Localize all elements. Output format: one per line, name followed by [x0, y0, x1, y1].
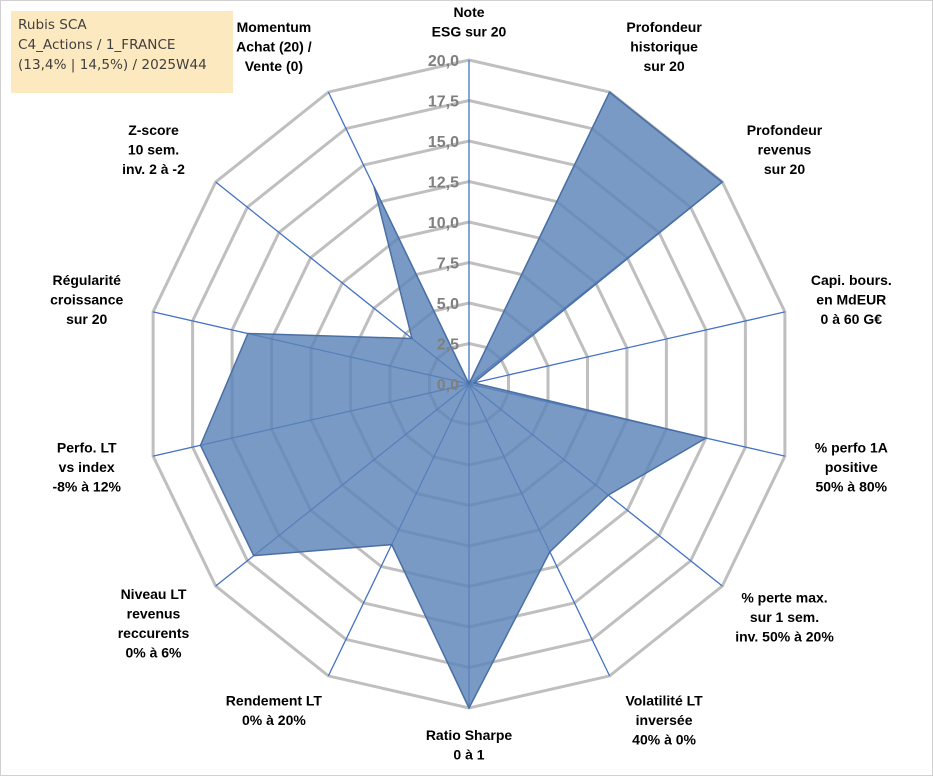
category-label-2: Profondeur revenus sur 20: [747, 122, 823, 177]
category-label-line: 50% à 80%: [815, 478, 887, 494]
data-point-4: [705, 437, 707, 439]
tick-label-6: 15,0: [428, 134, 459, 151]
category-label-1: Profondeur historique sur 20: [626, 19, 702, 74]
category-label-line: Momentum: [237, 19, 312, 35]
data-point-2: [721, 181, 724, 183]
category-label-6: Volatilité LT inversée 40% à 0%: [625, 693, 703, 748]
data-point-8: [390, 543, 393, 546]
category-label-line: positive: [825, 459, 878, 475]
data-point-5: [607, 494, 610, 496]
tick-label-layer: 0,0 2,5 5,0 7,5 10,0 12,5 15,0 17,5 20,0: [428, 53, 459, 394]
category-label-line: Niveau LT: [121, 586, 187, 602]
category-label-9: Niveau LT revenus reccurents 0% à 6%: [118, 586, 190, 661]
info-box: Rubis SCA C4_Actions / 1_FRANCE (13,4% |…: [11, 11, 233, 93]
tick-label-3: 7,5: [437, 256, 459, 273]
category-label-line: 0% à 6%: [125, 645, 182, 661]
spoke-3: [468, 311, 786, 385]
portfolio-path: C4_Actions / 1_FRANCE: [18, 37, 176, 53]
category-label-line: 0% à 20%: [242, 712, 306, 728]
category-label-line: croissance: [50, 292, 123, 308]
data-point-11: [247, 332, 249, 335]
tick-label-0: 0,0: [437, 377, 459, 394]
category-label-line: revenus: [127, 606, 181, 622]
data-point-12: [411, 337, 413, 340]
performance-week: (13,4% | 14,5%) / 2025W44: [18, 57, 207, 73]
tick-label-5: 12,5: [428, 175, 459, 192]
data-point-10: [199, 444, 202, 447]
category-label-line: Z-score: [128, 122, 179, 138]
series-layer: [199, 91, 724, 709]
category-label-line: 10 sem.: [128, 141, 179, 157]
tick-label-7: 17,5: [428, 94, 459, 111]
category-label-line: historique: [630, 38, 698, 54]
category-label-line: Vente (0): [245, 58, 303, 74]
category-label-3: Capi. bours. en MdEUR 0 à 60 G€: [811, 272, 892, 327]
category-label-line: inversée: [636, 712, 693, 728]
category-label-line: Régularité: [52, 272, 121, 288]
category-label-line: Achat (20) /: [236, 38, 312, 54]
category-label-11: Régularité croissance sur 20: [50, 272, 123, 327]
data-point-7: [468, 707, 470, 709]
category-label-line: ESG sur 20: [432, 24, 507, 40]
category-label-line: sur 20: [66, 311, 107, 327]
category-label-line: % perfo 1A: [815, 439, 888, 455]
tick-label-2: 5,0: [437, 296, 459, 313]
company-name: Rubis SCA: [18, 17, 87, 33]
category-label-5: % perte max. sur 1 sem. inv. 50% à 20%: [735, 590, 834, 645]
category-label-line: Profondeur: [747, 122, 823, 138]
category-label-line: revenus: [758, 141, 812, 157]
data-point-1: [608, 91, 611, 93]
category-label-12: Z-score 10 sem. inv. 2 à -2: [122, 122, 185, 177]
tick-label-4: 10,0: [428, 215, 459, 232]
data-point-13: [373, 186, 375, 188]
category-label-line: Capi. bours.: [811, 272, 892, 288]
category-label-line: Volatilité LT: [625, 693, 703, 709]
category-label-line: Perfo. LT: [57, 439, 117, 455]
category-label-line: reccurents: [118, 625, 190, 641]
category-label-line: % perte max.: [741, 590, 827, 606]
data-point-6: [549, 551, 551, 553]
category-label-layer: Note ESG sur 20 Profondeur historique sur 20…: [50, 4, 892, 763]
category-label-0: Note ESG sur 20: [432, 4, 507, 40]
category-label-line: Rendement LT: [226, 693, 323, 709]
data-point-3: [472, 382, 475, 384]
category-label-10: Perfo. LT vs index -8% à 12%: [52, 439, 121, 494]
data-point-9: [252, 554, 255, 557]
tick-label-1: 2,5: [437, 337, 459, 354]
category-label-line: sur 20: [643, 58, 684, 74]
category-label-line: sur 1 sem.: [750, 609, 819, 625]
data-point-0: [468, 383, 470, 385]
tick-label-8: 20,0: [428, 53, 459, 70]
category-label-line: inv. 2 à -2: [122, 161, 185, 177]
category-label-line: Profondeur: [626, 19, 702, 35]
category-label-line: 40% à 0%: [632, 732, 696, 748]
category-label-line: 0 à 60 G€: [821, 311, 883, 327]
category-label-line: en MdEUR: [816, 292, 886, 308]
category-label-line: 0 à 1: [453, 747, 484, 763]
category-label-line: Note: [453, 4, 484, 20]
category-label-line: -8% à 12%: [52, 478, 121, 494]
category-label-line: sur 20: [764, 161, 805, 177]
category-label-7: Ratio Sharpe 0 à 1: [426, 727, 513, 763]
category-label-13: Momentum Achat (20) / Vente (0): [236, 19, 312, 74]
category-label-line: vs index: [59, 459, 115, 475]
category-label-8: Rendement LT 0% à 20%: [226, 693, 323, 729]
category-label-line: inv. 50% à 20%: [735, 629, 834, 645]
category-label-line: Ratio Sharpe: [426, 727, 513, 743]
category-label-4: % perfo 1A positive 50% à 80%: [815, 439, 888, 494]
